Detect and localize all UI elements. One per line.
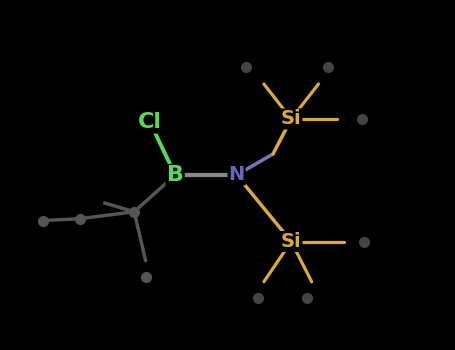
Text: N: N: [228, 166, 245, 184]
Text: Cl: Cl: [138, 112, 162, 133]
Text: Si: Si: [281, 232, 302, 251]
Text: B: B: [167, 165, 184, 185]
Text: Si: Si: [281, 110, 302, 128]
